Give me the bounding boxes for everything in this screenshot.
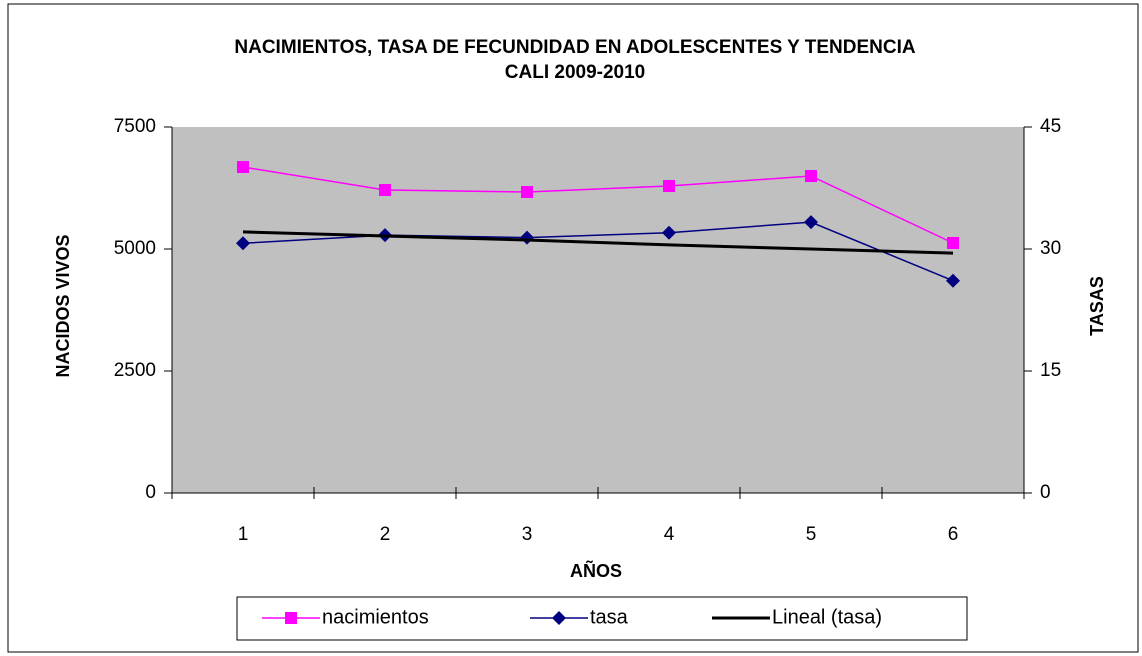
y2-axis-label: TASAS bbox=[1087, 276, 1107, 336]
point bbox=[662, 225, 676, 240]
point bbox=[552, 611, 566, 625]
series-line bbox=[242, 230, 954, 255]
point bbox=[805, 169, 817, 182]
point bbox=[663, 179, 675, 192]
point bbox=[237, 161, 249, 174]
y2-tick-label: 30 bbox=[1040, 238, 1061, 259]
point bbox=[946, 273, 960, 288]
x-tick-label: 5 bbox=[806, 524, 817, 545]
x-tick-label: 1 bbox=[238, 524, 249, 545]
legend-label: Lineal (tasa) bbox=[772, 606, 882, 628]
chart-title: CALI 2009-2010 bbox=[505, 62, 645, 83]
x-tick-label: 6 bbox=[948, 524, 959, 545]
legend-label: nacimientos bbox=[322, 606, 429, 628]
point bbox=[236, 236, 250, 251]
y-tick-label: 0 bbox=[145, 482, 156, 503]
x-tick-label: 3 bbox=[522, 524, 533, 545]
legend bbox=[236, 596, 968, 641]
legend-label: tasa bbox=[590, 606, 629, 628]
y-tick-label: 2500 bbox=[114, 360, 156, 381]
plot-area bbox=[172, 127, 1024, 493]
point bbox=[804, 215, 818, 230]
y-tick-label: 7500 bbox=[114, 116, 156, 137]
point bbox=[521, 186, 533, 199]
y2-tick-label: 15 bbox=[1040, 360, 1061, 381]
x-tick-label: 4 bbox=[664, 524, 675, 545]
chart-title: NACIMIENTOS, TASA DE FECUNDIDAD EN ADOLE… bbox=[234, 37, 916, 58]
y2-tick-label: 45 bbox=[1040, 116, 1061, 137]
series-line bbox=[242, 166, 954, 244]
x-tick-label: 2 bbox=[380, 524, 391, 545]
y2-tick-label: 0 bbox=[1040, 482, 1051, 503]
point bbox=[947, 236, 959, 249]
y-tick-label: 5000 bbox=[114, 238, 156, 259]
y-axis-label: NACIDOS VIVOS bbox=[53, 234, 73, 377]
point bbox=[285, 612, 297, 624]
point bbox=[379, 184, 391, 197]
x-axis-label: AÑOS bbox=[570, 560, 622, 581]
